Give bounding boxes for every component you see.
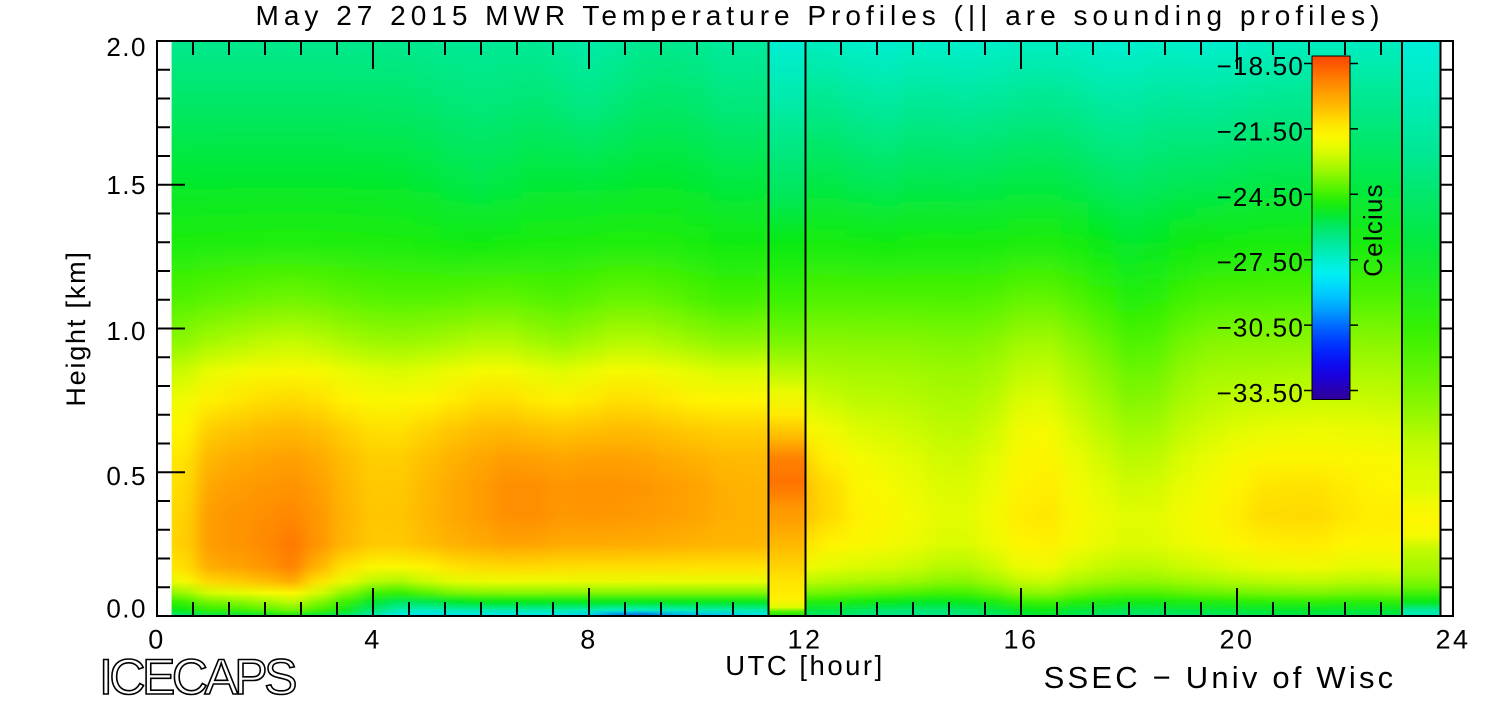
- svg-text:0: 0: [148, 625, 166, 655]
- svg-text:ICECAPS: ICECAPS: [99, 649, 296, 700]
- svg-text:−24.50: −24.50: [1217, 182, 1304, 212]
- svg-text:0.0: 0.0: [106, 594, 147, 624]
- svg-text:4: 4: [364, 625, 382, 655]
- svg-text:12: 12: [787, 625, 822, 655]
- svg-text:0.5: 0.5: [106, 461, 147, 491]
- svg-text:24: 24: [1435, 625, 1470, 655]
- svg-text:UTC [hour]: UTC [hour]: [725, 650, 884, 681]
- svg-text:−21.50: −21.50: [1217, 116, 1304, 146]
- svg-text:1.5: 1.5: [106, 170, 147, 200]
- svg-text:2.0: 2.0: [106, 32, 147, 62]
- svg-text:1.0: 1.0: [106, 316, 147, 346]
- svg-text:20: 20: [1219, 625, 1254, 655]
- svg-text:−27.50: −27.50: [1217, 247, 1304, 277]
- svg-text:8: 8: [580, 625, 598, 655]
- svg-text:May 27 2015 MWR Temperature Pr: May 27 2015 MWR Temperature Profiles (||…: [256, 0, 1385, 31]
- svg-text:SSEC − Univ of Wisc: SSEC − Univ of Wisc: [1044, 660, 1397, 695]
- svg-text:Height [km]: Height [km]: [61, 250, 91, 406]
- svg-text:−18.50: −18.50: [1217, 51, 1304, 81]
- svg-text:−30.50: −30.50: [1217, 313, 1304, 343]
- svg-text:−33.50: −33.50: [1217, 378, 1304, 408]
- svg-text:Celcius: Celcius: [1358, 183, 1388, 277]
- svg-text:16: 16: [1003, 625, 1038, 655]
